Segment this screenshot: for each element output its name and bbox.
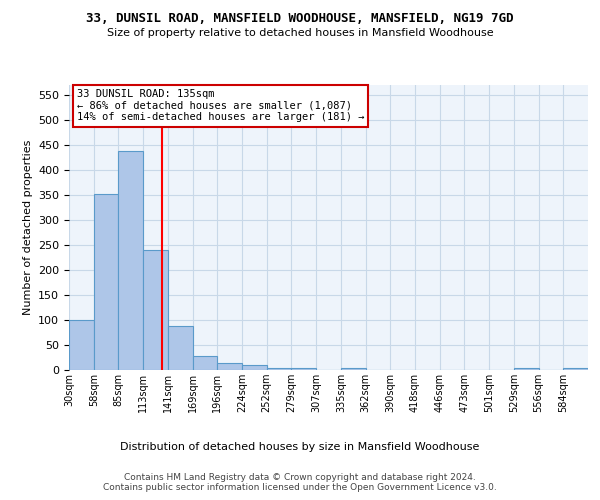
Bar <box>69 320 94 370</box>
Bar <box>94 194 118 370</box>
Y-axis label: Number of detached properties: Number of detached properties <box>23 140 32 315</box>
Bar <box>267 368 292 370</box>
Text: Distribution of detached houses by size in Mansfield Woodhouse: Distribution of detached houses by size … <box>121 442 479 452</box>
Bar <box>292 368 316 370</box>
Bar <box>118 151 143 370</box>
Text: 33, DUNSIL ROAD, MANSFIELD WOODHOUSE, MANSFIELD, NG19 7GD: 33, DUNSIL ROAD, MANSFIELD WOODHOUSE, MA… <box>86 12 514 26</box>
Bar <box>193 356 217 370</box>
Text: 33 DUNSIL ROAD: 135sqm
← 86% of detached houses are smaller (1,087)
14% of semi-: 33 DUNSIL ROAD: 135sqm ← 86% of detached… <box>77 90 364 122</box>
Bar <box>563 368 588 370</box>
Bar <box>514 368 539 370</box>
Bar <box>242 365 267 370</box>
Text: Size of property relative to detached houses in Mansfield Woodhouse: Size of property relative to detached ho… <box>107 28 493 38</box>
Bar <box>217 363 242 370</box>
Bar <box>341 368 365 370</box>
Bar <box>143 250 168 370</box>
Text: Contains HM Land Registry data © Crown copyright and database right 2024.
Contai: Contains HM Land Registry data © Crown c… <box>103 472 497 492</box>
Bar <box>168 326 193 370</box>
